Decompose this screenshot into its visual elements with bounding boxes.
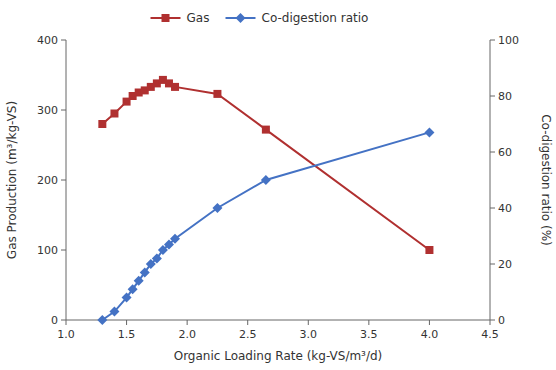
y-tick-label: 200 xyxy=(37,174,58,187)
data-point xyxy=(128,284,138,294)
data-point xyxy=(109,307,119,317)
y2-tick-label: 0 xyxy=(498,314,505,327)
y-tick-label: 100 xyxy=(37,244,58,257)
y2-axis-line xyxy=(490,40,491,320)
x-tick xyxy=(66,320,67,325)
y-tick-label: 400 xyxy=(37,34,58,47)
series-line xyxy=(102,132,429,320)
y-tick-label: 300 xyxy=(37,104,58,117)
y2-tick-label: 80 xyxy=(498,90,512,103)
x-tick-label: 3.5 xyxy=(360,328,378,341)
x-tick-label: 4.0 xyxy=(421,328,439,341)
legend-label: Co-digestion ratio xyxy=(262,11,369,25)
series-line xyxy=(102,80,429,250)
data-point xyxy=(425,246,433,254)
data-point xyxy=(261,175,271,185)
x-tick-label: 2.0 xyxy=(178,328,196,341)
x-tick xyxy=(490,320,491,325)
x-tick xyxy=(187,320,188,325)
chart: 1.01.52.02.53.03.54.04.50100200300400020… xyxy=(0,0,556,370)
y2-tick xyxy=(490,96,495,97)
x-tick-label: 3.0 xyxy=(300,328,318,341)
data-point xyxy=(152,253,162,263)
legend: Gas Co-digestion ratio xyxy=(151,11,369,25)
x-tick xyxy=(126,320,127,325)
y2-tick-label: 40 xyxy=(498,202,512,215)
data-point xyxy=(171,83,179,91)
x-axis-line xyxy=(66,320,490,321)
y2-tick-label: 100 xyxy=(498,34,519,47)
y2-tick-label: 60 xyxy=(498,146,512,159)
data-point xyxy=(262,126,270,134)
data-point xyxy=(140,267,150,277)
y-tick xyxy=(61,40,66,41)
y-tick xyxy=(61,180,66,181)
y-tick xyxy=(61,320,66,321)
data-point xyxy=(424,127,434,137)
y-tick xyxy=(61,110,66,111)
y2-tick xyxy=(490,152,495,153)
data-point xyxy=(98,120,106,128)
data-point xyxy=(213,90,221,98)
y2-tick xyxy=(490,40,495,41)
y-tick-label: 0 xyxy=(51,314,58,327)
y2-tick xyxy=(490,320,495,321)
legend-marker xyxy=(236,13,246,23)
x-tick-label: 4.5 xyxy=(481,328,499,341)
data-point xyxy=(110,110,118,118)
x-tick xyxy=(368,320,369,325)
y-axis-label: Gas Production (m³/kg-VS) xyxy=(5,101,19,259)
y2-tick-label: 20 xyxy=(498,258,512,271)
x-tick-label: 2.5 xyxy=(239,328,257,341)
x-tick-label: 1.0 xyxy=(57,328,75,341)
data-group xyxy=(97,76,434,325)
x-axis-label: Organic Loading Rate (kg-VS/m³/d) xyxy=(174,349,383,363)
y2-axis-label: Co-digestion ratio (%) xyxy=(539,114,553,246)
data-point xyxy=(97,315,107,325)
x-tick-label: 1.5 xyxy=(118,328,136,341)
data-point xyxy=(122,293,132,303)
y2-tick xyxy=(490,208,495,209)
y2-tick xyxy=(490,264,495,265)
data-point xyxy=(170,234,180,244)
data-point xyxy=(134,276,144,286)
legend-marker xyxy=(162,14,170,22)
legend-label: Gas xyxy=(187,11,210,25)
y-tick xyxy=(61,250,66,251)
x-tick xyxy=(308,320,309,325)
x-tick xyxy=(429,320,430,325)
data-point xyxy=(212,203,222,213)
x-tick xyxy=(247,320,248,325)
